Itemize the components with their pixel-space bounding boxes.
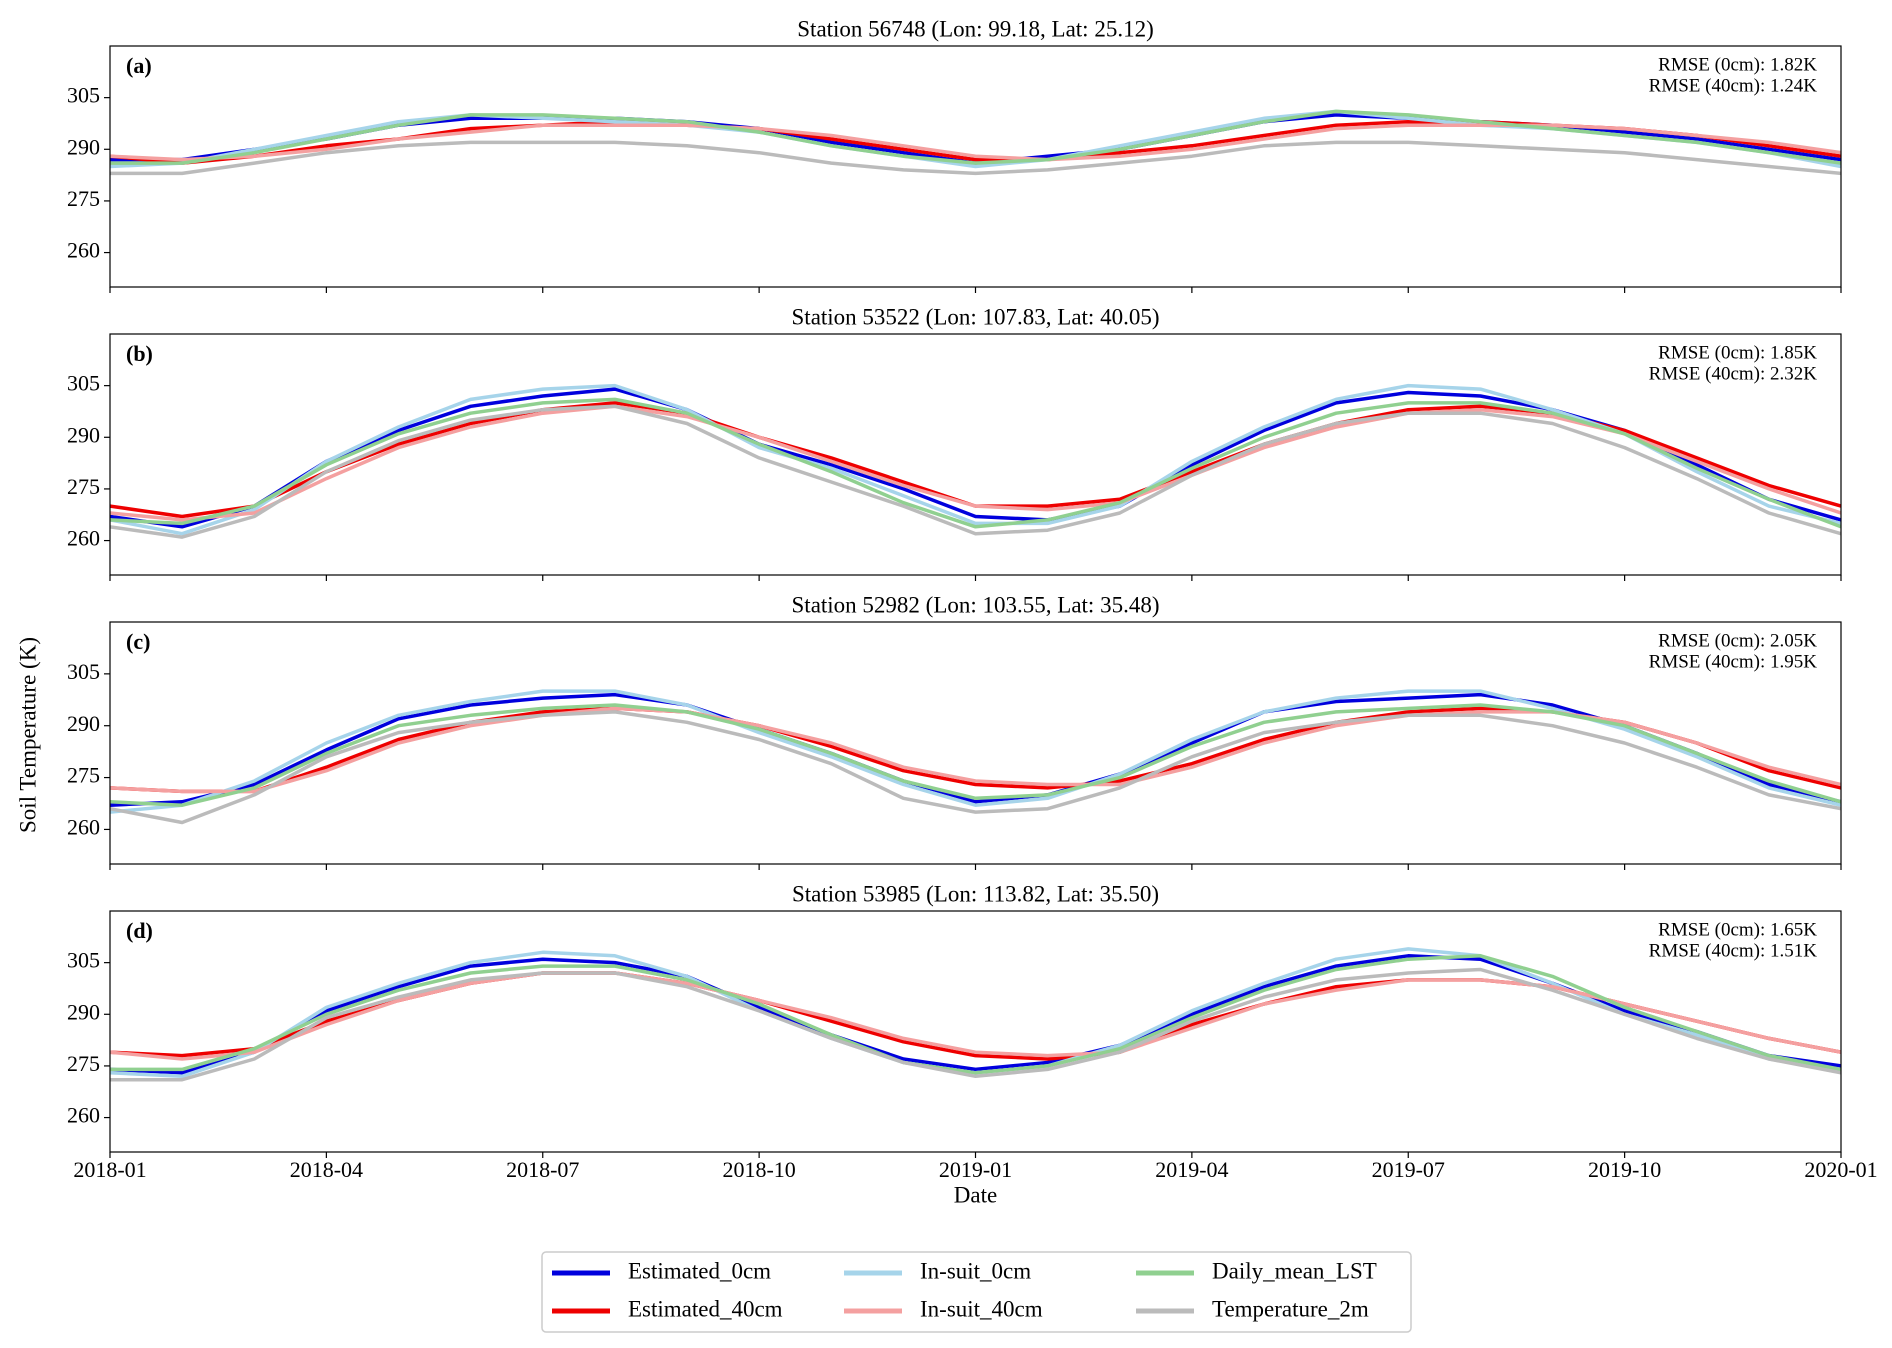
- x-tick-label: 2018-01: [73, 1157, 146, 1182]
- y-tick-label: 260: [67, 526, 100, 551]
- series-line: [110, 971, 1841, 1061]
- y-tick-label: 275: [67, 186, 100, 211]
- panel-title: Station 52982 (Lon: 103.55, Lat: 35.48): [792, 592, 1160, 617]
- legend-label: Estimated_40cm: [628, 1296, 783, 1321]
- series-line: [110, 692, 1841, 807]
- series-line: [110, 109, 1841, 165]
- series-line: [110, 123, 1841, 162]
- legend-label: In-suit_0cm: [920, 1258, 1031, 1283]
- rmse-annotation: RMSE (0cm): 1.65K: [1658, 919, 1817, 940]
- series-line: [110, 404, 1841, 539]
- x-tick-label: 2019-07: [1372, 1157, 1445, 1182]
- y-tick-label: 275: [67, 1051, 100, 1076]
- series-line: [110, 954, 1841, 1075]
- series-line: [110, 706, 1841, 794]
- y-tick-label: 275: [67, 763, 100, 788]
- y-tick-label: 305: [67, 659, 100, 684]
- axes-frame: [109, 910, 1842, 1153]
- panel-label: (d): [126, 918, 153, 943]
- y-tick-label: 305: [67, 371, 100, 396]
- series-line: [110, 710, 1841, 825]
- y-axis-label: Soil Temperature (K): [15, 637, 40, 833]
- series-line: [110, 703, 1841, 807]
- y-tick-label: 305: [67, 948, 100, 973]
- y-tick-label: 290: [67, 999, 100, 1024]
- panel-label: (b): [126, 341, 153, 366]
- rmse-annotation: RMSE (40cm): 1.51K: [1649, 940, 1818, 961]
- y-tick-label: 260: [67, 238, 100, 263]
- series-line: [110, 404, 1841, 522]
- legend-label: Temperature_2m: [1212, 1296, 1369, 1321]
- series-line: [110, 689, 1841, 814]
- panel-label: (c): [126, 629, 150, 654]
- plot-area: [110, 689, 1841, 825]
- series-line: [110, 967, 1841, 1082]
- rmse-annotation: RMSE (40cm): 2.32K: [1649, 363, 1818, 384]
- series-line: [110, 140, 1841, 176]
- rmse-annotation: RMSE (0cm): 1.82K: [1658, 54, 1817, 75]
- x-tick-label: 2018-10: [722, 1157, 795, 1182]
- x-axis-label: Date: [954, 1182, 997, 1207]
- rmse-annotation: RMSE (0cm): 2.05K: [1658, 630, 1817, 651]
- y-tick-label: 290: [67, 134, 100, 159]
- x-tick-label: 2018-04: [290, 1157, 363, 1182]
- legend-label: Daily_mean_LST: [1212, 1258, 1377, 1283]
- x-tick-label: 2019-04: [1155, 1157, 1228, 1182]
- axes-frame: [109, 621, 1842, 865]
- series-line: [110, 383, 1841, 536]
- y-tick-label: 290: [67, 422, 100, 447]
- plot-area: [110, 947, 1841, 1082]
- panel-title: Station 53985 (Lon: 113.82, Lat: 35.50): [792, 881, 1159, 906]
- y-tick-label: 290: [67, 711, 100, 736]
- legend-label: In-suit_40cm: [920, 1296, 1043, 1321]
- y-tick-label: 260: [67, 1103, 100, 1128]
- panel-title: Station 53522 (Lon: 107.83, Lat: 40.05): [792, 304, 1160, 329]
- x-tick-label: 2019-01: [939, 1157, 1012, 1182]
- axes-frame: [109, 333, 1842, 576]
- x-tick-label: 2018-07: [506, 1157, 579, 1182]
- rmse-annotation: RMSE (40cm): 1.95K: [1649, 651, 1818, 672]
- rmse-annotation: RMSE (40cm): 1.24K: [1649, 75, 1818, 96]
- panel-label: (a): [126, 53, 152, 78]
- legend-label: Estimated_0cm: [628, 1258, 771, 1283]
- series-line: [110, 971, 1841, 1061]
- y-tick-label: 260: [67, 814, 100, 839]
- y-tick-label: 305: [67, 83, 100, 108]
- plot-area: [110, 109, 1841, 176]
- y-tick-label: 275: [67, 474, 100, 499]
- rmse-annotation: RMSE (0cm): 1.85K: [1658, 342, 1817, 363]
- x-tick-label: 2020-01: [1804, 1157, 1877, 1182]
- x-tick-label: 2019-10: [1588, 1157, 1661, 1182]
- plot-area: [110, 383, 1841, 539]
- axes-frame: [109, 45, 1842, 288]
- series-line: [110, 397, 1841, 529]
- panel-title: Station 56748 (Lon: 99.18, Lat: 25.12): [797, 16, 1153, 41]
